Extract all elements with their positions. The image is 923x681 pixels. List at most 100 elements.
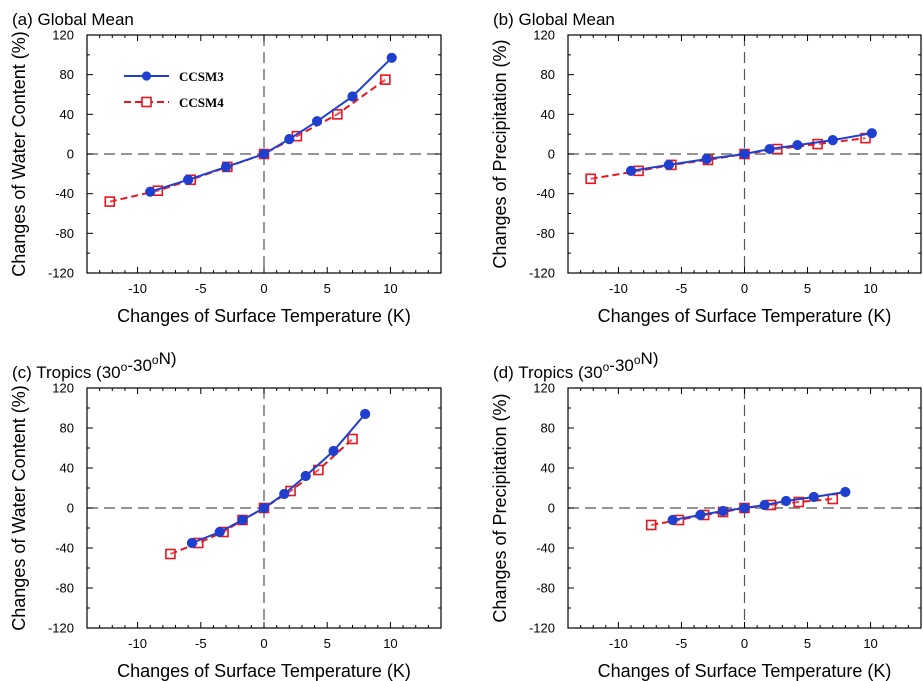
x-tick-label: 0 [260,636,267,651]
data-point-ccsm4 [380,74,391,85]
panel-title: (b) Global Mean [493,10,615,29]
y-axis-label: Changes of Water Content (%) [9,31,29,276]
data-point-ccsm3 [214,526,225,538]
data-point-ccsm3 [840,486,851,498]
y-tick-label: -40 [536,186,555,201]
data-point-ccsm3 [764,143,775,155]
x-axis-label: Changes of Surface Temperature (K) [117,306,411,326]
x-tick-label: -5 [195,636,207,651]
data-point-ccsm4 [347,433,358,445]
y-tick-label: -120 [48,266,74,281]
y-tick-label: -80 [55,581,74,596]
data-point-ccsm3 [145,186,156,197]
data-point-ccsm3 [717,505,729,517]
data-point-ccsm3 [781,495,792,507]
y-tick-label: 40 [60,107,74,122]
data-point-ccsm3 [237,514,248,526]
y-tick-label: -40 [55,186,74,201]
y-tick-label: 120 [533,381,555,396]
data-point-ccsm3 [300,470,311,482]
panel-d: (d) Tropics (30o-30oN) -10 -5 0 5 10 -120 -80 -4… [490,349,922,681]
y-tick-label: 40 [541,461,555,476]
legend-label-ccsm4: CCSM4 [179,95,224,110]
panel-c: (c) Tropics (30o-30oN) -10 -5 0 5 10 -120 -80 -4… [9,349,442,681]
x-tick-label: 5 [804,636,811,651]
y-tick-label: -120 [529,266,555,281]
x-tick-label: 10 [383,281,397,296]
y-tick-label: -80 [55,226,74,241]
x-tick-label: 10 [383,636,397,651]
x-axis-label: Changes of Surface Temperature (K) [598,306,892,326]
x-tick-label: 0 [741,636,748,651]
x-tick-label: 0 [741,281,748,296]
data-point-ccsm4 [812,138,823,150]
data-point-ccsm3 [866,128,877,139]
x-tick-label: -10 [128,636,147,651]
x-tick-label: 10 [863,281,877,296]
data-point-ccsm4 [793,496,805,508]
data-point-ccsm4 [332,109,343,120]
x-tick-label: -10 [609,281,628,296]
x-tick-label: 0 [260,281,267,296]
x-tick-label: -10 [128,281,147,296]
data-point-ccsm3 [258,502,270,514]
x-tick-label: 10 [863,636,877,651]
y-axis-label: Changes of Water Content (%) [9,385,29,630]
x-tick-label: 5 [804,281,811,296]
legend: CCSM3 CCSM4 [124,69,224,110]
y-tick-label: 0 [548,501,555,516]
panel-b: (b) Global Mean -10 -5 0 5 10 -120 -80 -40 0 40 80 1… [490,10,922,326]
data-point-ccsm3 [701,153,712,165]
x-tick-label: -10 [609,636,628,651]
y-tick-label: 0 [67,147,74,162]
data-point-ccsm3 [347,91,358,102]
y-tick-label: -120 [48,621,74,636]
data-point-ccsm3 [792,139,803,151]
panel-title: (c) Tropics (30o-30oN) [12,349,177,382]
data-point-ccsm3 [328,445,339,457]
x-axis-label: Changes of Surface Temperature (K) [598,661,892,681]
data-point-ccsm3 [808,491,819,503]
data-point-ccsm3 [279,488,290,500]
x-tick-label: 5 [324,636,331,651]
data-point-ccsm3 [827,135,838,146]
x-axis-label: Changes of Surface Temperature (K) [117,661,411,681]
data-point-ccsm3 [667,514,678,526]
data-point-ccsm3 [625,165,637,176]
y-tick-label: -120 [529,621,555,636]
y-tick-label: 40 [60,461,74,476]
legend-label-ccsm3: CCSM3 [179,69,224,84]
data-point-ccsm3 [186,537,198,549]
x-tick-label: -5 [676,281,688,296]
y-tick-label: 0 [548,147,555,162]
series-line-ccsm4 [109,78,386,203]
data-point-ccsm3 [312,116,323,127]
legend-marker-ccsm3 [141,71,152,81]
data-point-ccsm3 [695,509,706,521]
data-point-ccsm3 [220,161,232,172]
data-point-ccsm3 [360,408,371,420]
x-tick-label: -5 [676,636,688,651]
series-line-ccsm3 [149,57,393,193]
legend-marker-ccsm4 [141,96,152,108]
data-point-ccsm3 [386,52,397,63]
y-tick-label: -40 [55,541,74,556]
data-point-ccsm4 [104,196,116,207]
data-point-ccsm3 [183,174,194,185]
y-tick-label: 120 [533,28,555,43]
data-point-ccsm3 [739,148,750,160]
y-axis-label: Changes of Precipitation (%) [490,393,510,622]
panel-title: (d) Tropics (30o-30oN) [493,349,659,382]
data-point-ccsm4 [165,548,176,560]
y-tick-label: 80 [541,421,555,436]
y-tick-label: -40 [536,541,555,556]
data-point-ccsm4 [645,519,657,531]
y-tick-label: 40 [541,107,555,122]
data-point-ccsm3 [258,148,270,160]
y-tick-label: 80 [60,67,74,82]
data-point-ccsm4 [585,173,596,185]
y-tick-label: -80 [536,226,555,241]
y-tick-label: 80 [541,67,555,82]
data-point-ccsm3 [759,499,770,511]
